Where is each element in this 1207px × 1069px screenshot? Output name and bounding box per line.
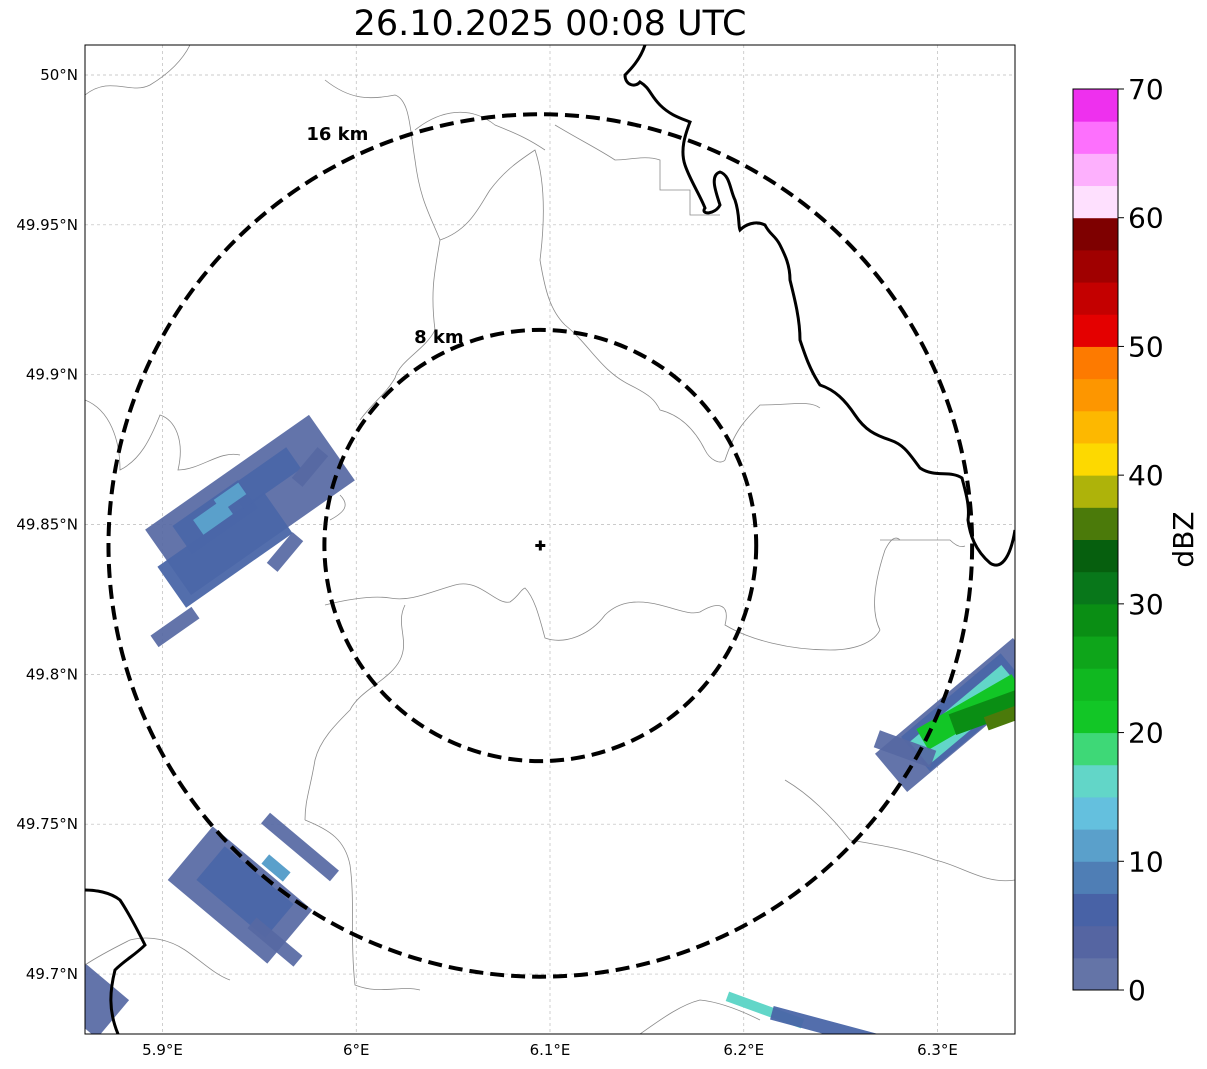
colorbar-segment — [1073, 507, 1118, 540]
lon-tick-label: 6.3°E — [917, 1041, 958, 1059]
colorbar-segment — [1073, 732, 1118, 766]
colorbar-segment — [1073, 925, 1118, 959]
echo-cluster-east — [873, 637, 1015, 793]
radar-echoes — [85, 414, 1015, 1034]
colorbar-tick-label: 30 — [1128, 588, 1164, 621]
colorbar-segment — [1073, 121, 1118, 154]
colorbar-segment — [1073, 217, 1118, 251]
colorbar-segment — [1073, 378, 1118, 412]
colorbar-segment — [1073, 668, 1118, 701]
lat-tick-label: 49.75°N — [16, 815, 78, 833]
colorbar: 0 10 20 30 40 50 60 70 dBZ — [1072, 73, 1200, 1007]
echo-cluster-south — [725, 991, 880, 1034]
boundaries — [85, 45, 1015, 1034]
colorbar-segment — [1073, 796, 1118, 830]
echo-cluster-southwest — [85, 812, 339, 1034]
colorbar-tick-label: 60 — [1128, 202, 1164, 235]
lat-tick-label: 49.95°N — [16, 216, 78, 234]
range-ring-label: 16 km — [306, 124, 368, 145]
range-ring-8km — [322, 327, 759, 764]
colorbar-tick-label: 0 — [1128, 974, 1146, 1007]
graticule-grid — [85, 45, 1015, 1034]
colorbar-tick-label: 50 — [1128, 330, 1164, 363]
colorbar-segment — [1073, 764, 1118, 798]
echo-cluster-west — [145, 414, 355, 648]
radar-site-marker — [535, 540, 546, 551]
axis-tick-labels: 5.9°E 6°E 6.1°E 6.2°E 6.3°E 50°N 49.95°N 49.9°N… — [16, 66, 958, 1059]
colorbar-segment — [1073, 957, 1118, 991]
lon-tick-label: 6°E — [343, 1041, 370, 1059]
colorbar-segment — [1073, 410, 1118, 444]
map-frame — [84, 44, 1016, 1035]
lat-tick-label: 49.8°N — [26, 665, 78, 683]
colorbar-segment — [1073, 314, 1118, 347]
colorbar-segment — [1073, 861, 1118, 894]
colorbar-tick-label: 10 — [1128, 845, 1164, 878]
colorbar-frame — [1072, 88, 1119, 991]
colorbar-segment — [1073, 442, 1118, 476]
country-border — [85, 45, 1015, 1034]
lat-tick-label: 49.9°N — [26, 366, 78, 384]
lon-tick-label: 6.2°E — [723, 1041, 764, 1059]
colorbar-segment — [1073, 893, 1118, 927]
colorbar-segment — [1073, 603, 1118, 637]
lat-tick-label: 50°N — [40, 66, 78, 84]
colorbar-segment — [1073, 249, 1118, 283]
commune-boundaries — [85, 45, 1015, 1034]
colorbar-segment — [1073, 282, 1118, 315]
lat-tick-label: 49.7°N — [26, 965, 78, 983]
colorbar-segment — [1073, 346, 1118, 380]
colorbar-segment — [1073, 185, 1118, 219]
colorbar-tick-label: 40 — [1128, 459, 1164, 492]
colorbar-tick-label: 20 — [1128, 717, 1164, 750]
map-title: 26.10.2025 00:08 UTC — [353, 4, 747, 44]
colorbar-segment — [1073, 89, 1118, 122]
colorbar-segment — [1073, 571, 1118, 605]
range-rings: 8 km 16 km — [106, 112, 975, 979]
colorbar-segment — [1073, 636, 1118, 669]
range-ring-16km — [106, 112, 975, 979]
colorbar-tick-label: 70 — [1128, 73, 1164, 106]
range-ring-label: 8 km — [414, 327, 464, 348]
lat-tick-label: 49.85°N — [16, 516, 78, 534]
lon-tick-label: 5.9°E — [142, 1041, 183, 1059]
colorbar-segment — [1073, 153, 1118, 187]
lon-tick-label: 6.1°E — [530, 1041, 571, 1059]
colorbar-segment — [1073, 539, 1118, 573]
colorbar-segment — [1073, 829, 1118, 862]
colorbar-label: dBZ — [1167, 511, 1200, 567]
colorbar-segment — [1073, 475, 1118, 508]
colorbar-segment — [1073, 700, 1118, 734]
